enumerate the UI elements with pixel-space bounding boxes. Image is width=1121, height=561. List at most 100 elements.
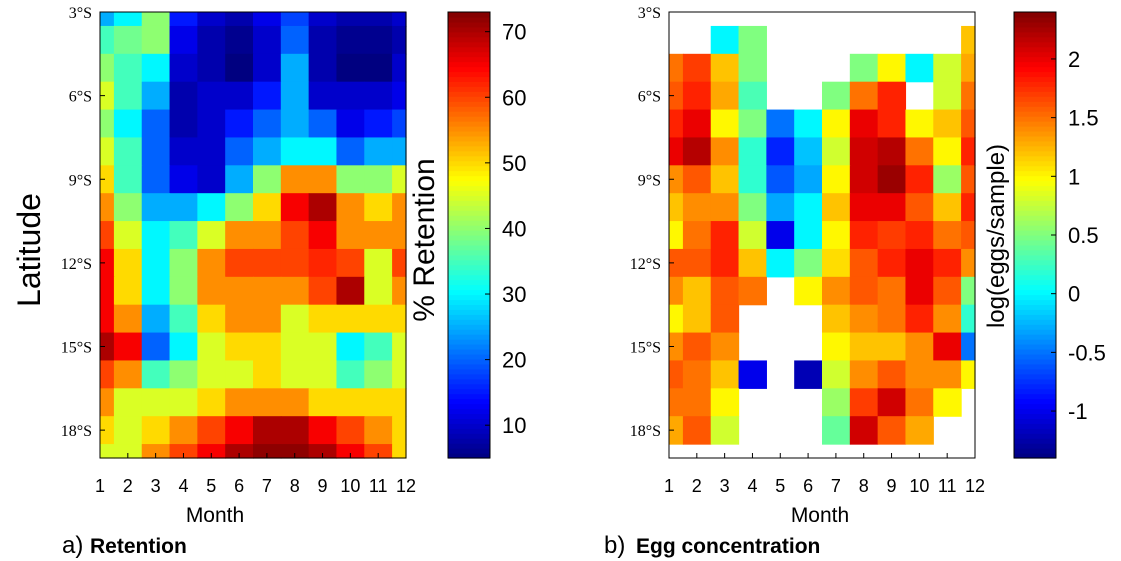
heatmap-cell xyxy=(197,193,226,222)
colorbar-step xyxy=(1014,373,1056,380)
heatmap-cell xyxy=(392,25,407,55)
heatmap-cell xyxy=(225,81,254,111)
colorbar-step xyxy=(448,66,490,73)
colorbar-step xyxy=(1014,324,1056,330)
heatmap-cell xyxy=(113,12,143,27)
colorbar-step xyxy=(448,329,490,335)
heatmap-cell xyxy=(141,332,171,362)
heatmap-cell xyxy=(669,165,684,194)
colorbar-step xyxy=(448,403,490,410)
heatmap-cell xyxy=(253,388,282,417)
heatmap-cell xyxy=(197,81,226,111)
heatmap-cell xyxy=(877,221,907,250)
heatmap-cell xyxy=(710,388,740,417)
heatmap-cell xyxy=(113,388,143,417)
x-tick-label: 3 xyxy=(151,476,161,496)
heatmap-cell xyxy=(225,12,254,27)
heatmap-cell xyxy=(364,388,393,417)
colorbar-step xyxy=(1014,195,1056,201)
colorbar-step xyxy=(448,235,490,241)
heatmap-cell xyxy=(822,360,851,389)
heatmap-cell xyxy=(822,416,851,445)
heatmap-cell xyxy=(308,444,338,459)
heatmap-cell xyxy=(336,276,365,306)
colorbar-step xyxy=(448,121,490,127)
heatmap-cell xyxy=(392,193,407,222)
colorbar-step xyxy=(448,220,490,226)
colorbar-step xyxy=(1014,448,1056,454)
colorbar-step xyxy=(1014,413,1056,419)
colorbar-step xyxy=(448,314,490,320)
heatmap-cell xyxy=(877,109,907,139)
heatmap-cell xyxy=(253,248,282,278)
heatmap-cell xyxy=(392,388,407,417)
y-tick-label: 9°S xyxy=(69,172,92,189)
heatmap-cell xyxy=(933,165,962,194)
heatmap-cell xyxy=(336,304,365,334)
colorbar-step xyxy=(1014,175,1056,182)
heatmap-cell xyxy=(682,81,712,111)
colorbar-step xyxy=(1014,111,1056,117)
heatmap-cell xyxy=(682,304,712,334)
colorbar-step xyxy=(448,160,490,167)
heatmap-cell xyxy=(682,53,712,83)
colorbar-step xyxy=(1014,101,1056,107)
heatmap-cell xyxy=(669,81,684,111)
heatmap-cell xyxy=(141,248,171,278)
heatmap-cell xyxy=(308,248,338,278)
heatmap-cell xyxy=(141,25,171,55)
x-tick-label: 8 xyxy=(290,476,300,496)
heatmap-cell xyxy=(169,416,198,445)
colorbar-step xyxy=(1014,56,1056,63)
egg-colorbar xyxy=(1014,12,1056,459)
heatmap-cell xyxy=(905,109,934,139)
colorbar-step xyxy=(1014,289,1056,296)
colorbar-step xyxy=(448,353,490,360)
colorbar-step xyxy=(448,344,490,350)
colorbar-step xyxy=(1014,418,1056,424)
heatmap-cell xyxy=(280,193,310,222)
colorbar-step xyxy=(448,433,490,439)
heatmap-cell xyxy=(197,360,226,389)
colorbar-step xyxy=(1014,200,1056,206)
colorbar-step xyxy=(1014,388,1056,395)
colorbar-step xyxy=(1014,334,1056,340)
heatmap-cell xyxy=(100,416,115,445)
colorbar-step xyxy=(1014,210,1056,216)
colorbar-step xyxy=(1014,453,1056,459)
colorbar-step xyxy=(1014,51,1056,58)
heatmap-cell xyxy=(141,388,171,417)
colorbar-step xyxy=(1014,230,1056,236)
heatmap-cell xyxy=(682,109,712,139)
heatmap-cell xyxy=(197,221,226,250)
heatmap-cell xyxy=(738,109,767,139)
colorbar-step xyxy=(1014,244,1056,251)
heatmap-cell xyxy=(280,221,310,250)
heatmap-cell xyxy=(877,137,907,166)
heatmap-cell xyxy=(933,193,962,222)
heatmap-cell xyxy=(392,276,407,306)
heatmap-cell xyxy=(100,81,115,111)
heatmap-cell xyxy=(280,276,310,306)
colorbar-step xyxy=(1014,170,1056,177)
panel-b: 3°S6°S9°S12°S15°S18°S 1 2 3 4 5 6 7 8 9 10 11 12 Mo… xyxy=(604,5,1106,559)
heatmap-cell xyxy=(336,12,365,27)
colorbar-step xyxy=(1014,259,1056,266)
colorbar-tick-label: -1 xyxy=(1068,399,1088,424)
colorbar-step xyxy=(1014,155,1056,162)
colorbar-step xyxy=(448,116,490,122)
heatmap-cell xyxy=(100,276,115,306)
heatmap-cell xyxy=(738,81,767,111)
heatmap-cell xyxy=(877,248,907,278)
heatmap-cell xyxy=(364,81,393,111)
heatmap-cell xyxy=(141,444,171,459)
colorbar-step xyxy=(448,378,490,385)
heatmap-cell xyxy=(738,360,767,389)
heatmap-cell xyxy=(738,193,767,222)
colorbar-tick-label: 30 xyxy=(502,282,526,307)
heatmap-cell xyxy=(669,332,684,362)
colorbar-step xyxy=(448,36,490,43)
colorbar-step xyxy=(448,408,490,414)
heatmap-cell xyxy=(682,276,712,306)
colorbar-step xyxy=(448,165,490,172)
